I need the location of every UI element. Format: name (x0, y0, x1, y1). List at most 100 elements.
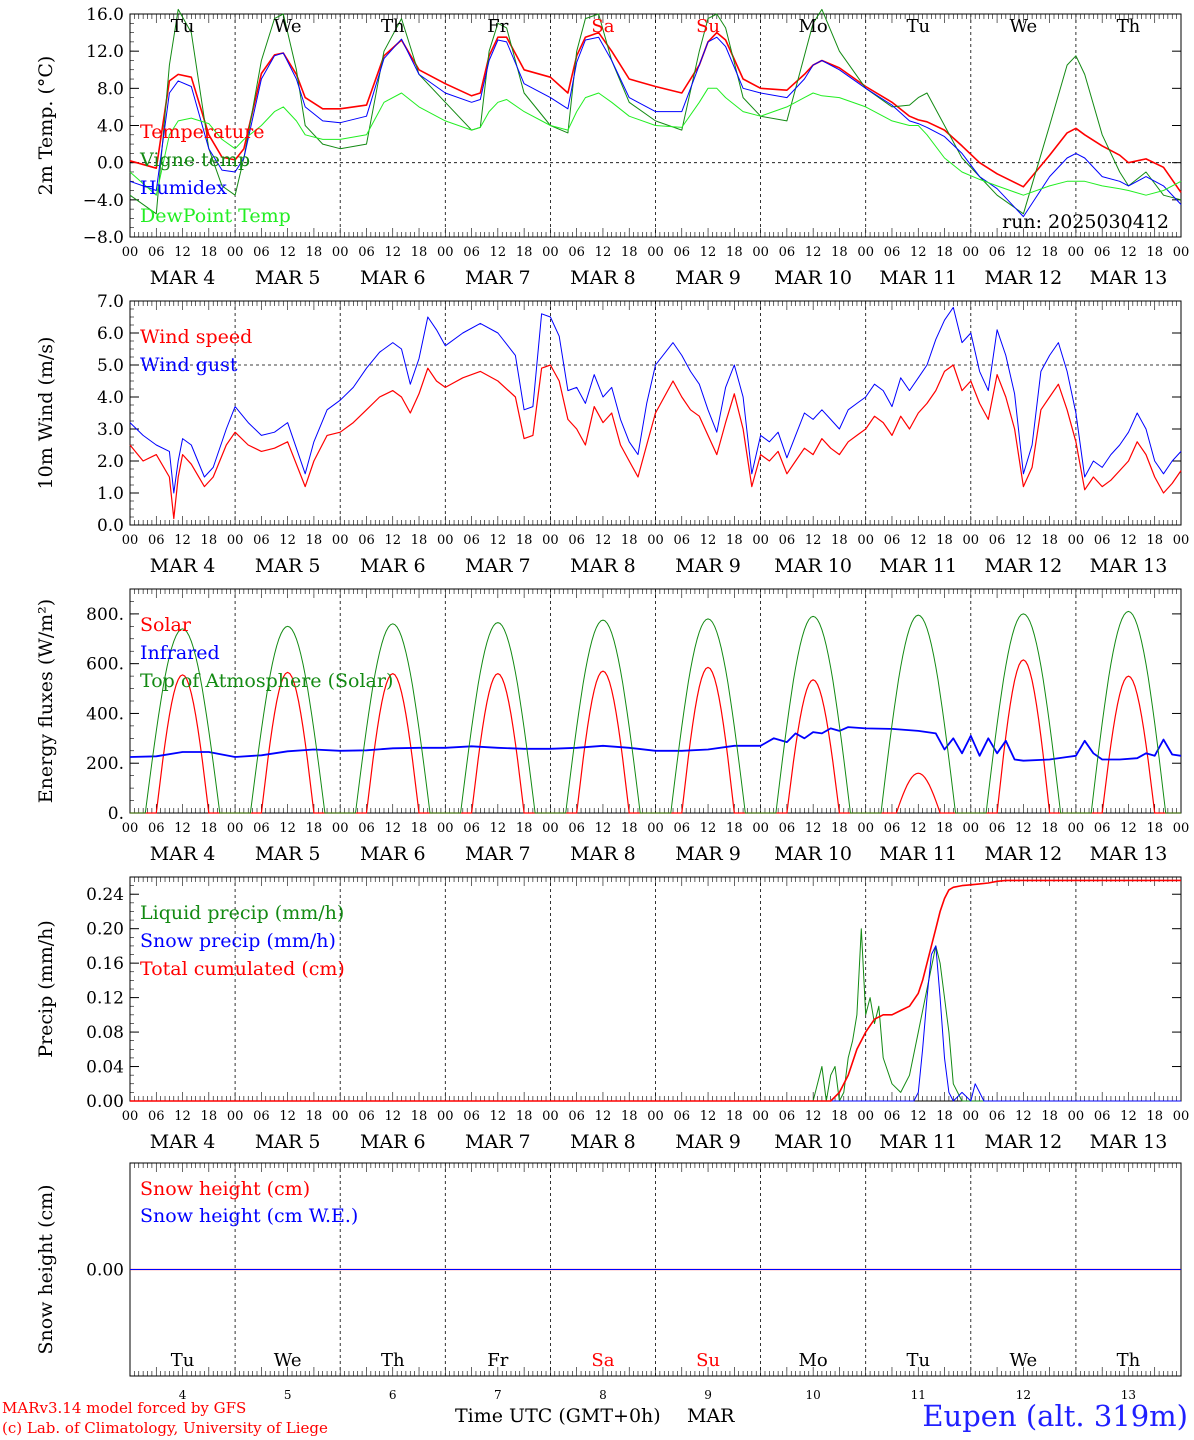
hour-tick-label: 00 (437, 533, 454, 548)
hour-tick-label: 18 (621, 533, 638, 548)
hour-tick-label: 00 (1068, 1109, 1085, 1124)
hour-tick-label: 00 (122, 821, 139, 836)
series-total-cumulated-cm (130, 879, 1181, 1102)
hour-tick-label: 06 (148, 533, 165, 548)
date-label: MAR 11 (879, 267, 957, 289)
hour-tick-label: 12 (595, 1109, 612, 1124)
day-label: We (1010, 1350, 1038, 1371)
x-ticks (129, 1163, 1182, 1376)
hour-tick-label: 18 (411, 821, 428, 836)
hour-tick-label: 06 (358, 1109, 375, 1124)
run-annotation: run: 2025030412 (1002, 211, 1169, 233)
hour-tick-label: 06 (463, 821, 480, 836)
legend-entry: Solar (140, 614, 192, 636)
hour-tick-label: 00 (332, 821, 349, 836)
hour-tick-label: 06 (779, 1109, 796, 1124)
y-tick-label: 600. (86, 655, 124, 675)
hour-tick-label: 00 (857, 533, 874, 548)
y-axis-label: 2m Temp. (°C) (35, 56, 57, 196)
hour-tick-label: 06 (358, 821, 375, 836)
date-label: MAR 9 (675, 267, 741, 289)
hour-tick-label: 18 (516, 1109, 533, 1124)
series-top-of-atmosphere-solar (130, 610, 1181, 814)
day-number: 9 (704, 1388, 712, 1402)
legend-entry: Total cumulated (cm) (140, 958, 345, 980)
hour-tick-label: 00 (647, 1109, 664, 1124)
date-label: MAR 5 (255, 555, 321, 577)
hour-tick-label: 06 (779, 821, 796, 836)
hour-tick-label: 06 (989, 821, 1006, 836)
hour-tick-label: 06 (148, 245, 165, 260)
hour-tick-label: 00 (857, 821, 874, 836)
hour-tick-label: 18 (1146, 245, 1163, 260)
series-vigne-temp (129, 8, 1182, 215)
day-number: 11 (911, 1388, 926, 1402)
date-label: MAR 10 (774, 843, 852, 865)
hour-tick-label: 06 (148, 1109, 165, 1124)
y-tick-label: 2.0 (97, 452, 124, 472)
y-tick-label: −8.0 (83, 228, 124, 248)
y-tick-label: 0.12 (86, 989, 124, 1009)
y-tick-label: 5.0 (97, 356, 124, 376)
hour-tick-label: 06 (358, 245, 375, 260)
model-credit: MARv3.14 model forced by GFS (2, 1399, 247, 1417)
x-ticks (129, 589, 1182, 813)
hour-tick-label: 18 (936, 245, 953, 260)
hour-tick-label: 12 (805, 245, 822, 260)
hour-tick-label: 18 (201, 821, 218, 836)
date-label: MAR 6 (360, 267, 426, 289)
hour-tick-label: 18 (306, 1109, 323, 1124)
date-label: MAR 13 (1090, 267, 1168, 289)
day-label: We (1010, 16, 1038, 37)
hour-tick-label: 12 (1120, 245, 1137, 260)
date-label: MAR 5 (255, 267, 321, 289)
day-label: Sa (591, 16, 614, 37)
date-label: MAR 5 (255, 843, 321, 865)
y-tick-label: 4.0 (97, 388, 124, 408)
hour-tick-label: 00 (857, 245, 874, 260)
hour-tick-label: 12 (910, 245, 927, 260)
legend-entry: Wind gust (140, 354, 238, 376)
hour-tick-label: 00 (542, 1109, 559, 1124)
day-number: 12 (1016, 1388, 1031, 1402)
hour-axis: 00 06 12 18 00 06 12 18 00 06 12 18 00 06 12 18 00 06 12 18… (122, 821, 1190, 865)
y-tick-label: 0.0 (97, 154, 124, 174)
hour-tick-label: 18 (306, 245, 323, 260)
hour-tick-label: 12 (910, 821, 927, 836)
date-label: MAR 7 (465, 267, 531, 289)
hour-tick-label: 00 (647, 533, 664, 548)
hour-tick-label: 06 (674, 821, 691, 836)
hour-tick-label: 18 (411, 533, 428, 548)
hour-tick-label: 12 (1015, 1109, 1032, 1124)
hour-tick-label: 18 (411, 245, 428, 260)
y-tick-label: 4.0 (97, 117, 124, 137)
hour-tick-label: 00 (122, 1109, 139, 1124)
hour-tick-label: 06 (989, 245, 1006, 260)
legend-entry: Snow precip (mm/h) (140, 930, 336, 952)
hour-tick-label: 00 (227, 1109, 244, 1124)
day-label: Tu (906, 1350, 930, 1371)
legend-entry: Vigne temp (139, 149, 250, 171)
hour-tick-label: 18 (1041, 821, 1058, 836)
series-infrared (129, 726, 1182, 762)
hour-tick-label: 00 (1068, 245, 1085, 260)
date-label: MAR 10 (774, 267, 852, 289)
x-ticks (129, 301, 1182, 525)
hour-tick-label: 12 (910, 1109, 927, 1124)
hour-tick-label: 18 (936, 821, 953, 836)
hour-tick-label: 18 (726, 245, 743, 260)
x-axis-title: Time UTC (GMT+0h) (455, 1405, 661, 1427)
hour-tick-label: 12 (279, 533, 296, 548)
date-label: MAR 8 (570, 267, 636, 289)
hour-tick-label: 00 (963, 821, 980, 836)
legend-entry: Wind speed (140, 326, 252, 348)
panel-precip: 0.24 0.20 0.16 0.12 0.08 0.04 0.00 Precip (mm/h… (35, 876, 1182, 1112)
date-label: MAR 13 (1090, 555, 1168, 577)
hour-tick-label: 00 (542, 245, 559, 260)
hour-tick-label: 12 (174, 1109, 191, 1124)
hour-tick-label: 06 (989, 1109, 1006, 1124)
hour-tick-label: 00 (752, 245, 769, 260)
hour-tick-label: 00 (122, 533, 139, 548)
date-label: MAR 12 (984, 267, 1062, 289)
day-label: Th (1117, 1350, 1141, 1371)
